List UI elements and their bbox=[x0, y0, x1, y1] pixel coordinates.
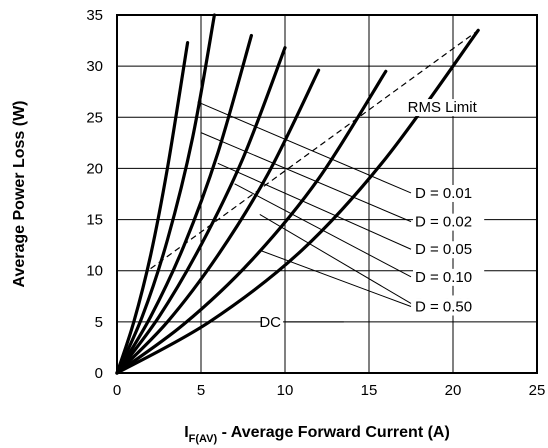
curve-label-d-0-50: D = 0.50 bbox=[415, 299, 472, 316]
label-bg bbox=[413, 298, 485, 316]
tick-labels: 0 5 10 15 20 25 0 5 10 15 20 25 30 35 bbox=[86, 7, 545, 399]
y-tick-label: 10 bbox=[86, 263, 103, 280]
curve-label-dc: DC bbox=[259, 314, 281, 331]
curve-d-0-02 bbox=[115, 13, 216, 375]
label-bg bbox=[413, 268, 485, 286]
rms-limit-label: RMS Limit bbox=[408, 99, 478, 116]
x-axis-title-rest: - Average Forward Current (A) bbox=[217, 424, 450, 441]
label-bg bbox=[413, 241, 485, 259]
curve-label-d-0-01: D = 0.01 bbox=[415, 185, 472, 202]
x-tick-label: 0 bbox=[113, 382, 121, 399]
x-tick-label: 15 bbox=[361, 382, 378, 399]
leader-line-d-0-05 bbox=[217, 162, 412, 250]
curve-label-d-0-10: D = 0.10 bbox=[415, 269, 472, 286]
curve-d-0-01 bbox=[115, 41, 190, 375]
x-tick-label: 10 bbox=[277, 382, 294, 399]
x-axis-title: IF(AV) - Average Forward Current (A) bbox=[184, 424, 450, 445]
label-bg bbox=[262, 313, 283, 331]
x-tick-label: 20 bbox=[445, 382, 462, 399]
x-tick-label: 5 bbox=[197, 382, 205, 399]
leader-line-d-0-50 bbox=[259, 249, 412, 307]
y-tick-label: 20 bbox=[86, 160, 103, 177]
y-tick-label: 15 bbox=[86, 212, 103, 229]
y-axis-title: Average Power Loss (W) bbox=[11, 100, 28, 287]
annotations: D = 0.01D = 0.02D = 0.05D = 0.10D = 0.20… bbox=[259, 99, 489, 331]
leader-line-d-0-20 bbox=[259, 214, 412, 304]
curve-d-0-10 bbox=[115, 46, 287, 375]
x-tick-label: 25 bbox=[529, 382, 546, 399]
y-tick-label: 25 bbox=[86, 109, 103, 126]
plot-frame bbox=[116, 14, 538, 374]
label-bg bbox=[413, 213, 485, 231]
label-bg bbox=[413, 184, 485, 202]
curve-label-d-0-02: D = 0.02 bbox=[415, 214, 472, 231]
leader-line-d-0-01 bbox=[197, 101, 412, 194]
leader-line-d-0-02 bbox=[200, 132, 412, 223]
x-axis-title-main: I bbox=[184, 424, 188, 441]
y-tick-label: 5 bbox=[95, 314, 103, 331]
x-axis-title-subscript: F(AV) bbox=[189, 433, 218, 445]
rms-limit-line bbox=[150, 29, 479, 270]
label-bg bbox=[404, 99, 489, 117]
curve-d-0-20 bbox=[115, 68, 321, 375]
curve-d-0-05 bbox=[115, 33, 253, 375]
curve-label-d-0-05: D = 0.05 bbox=[415, 241, 472, 258]
y-tick-label: 35 bbox=[86, 7, 103, 24]
y-tick-label: 30 bbox=[86, 58, 103, 75]
y-tick-label: 0 bbox=[95, 365, 103, 382]
curve-d-0-50 bbox=[115, 69, 388, 375]
